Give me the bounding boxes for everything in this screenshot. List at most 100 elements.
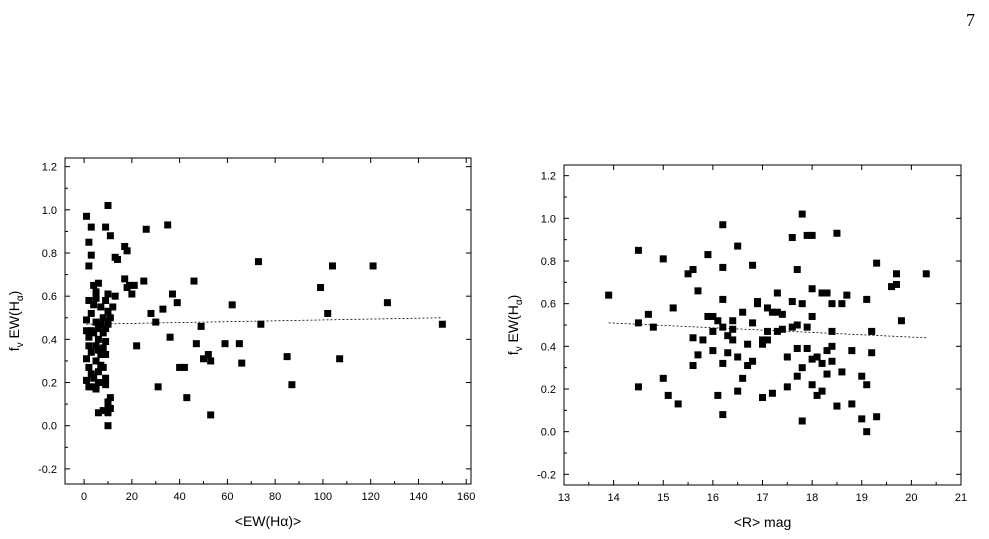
data-point (714, 317, 722, 325)
data-point (773, 289, 781, 297)
data-point (328, 262, 336, 270)
data-point (793, 321, 801, 329)
data-point (336, 355, 344, 363)
data-point (154, 383, 162, 391)
data-point (719, 411, 727, 419)
data-point (92, 385, 100, 393)
data-point (759, 336, 766, 344)
data-point (130, 281, 138, 289)
data-point (833, 402, 841, 410)
data-point (823, 289, 831, 297)
x-tick-label: 120 (362, 491, 380, 503)
data-point (768, 308, 776, 316)
data-point (783, 353, 791, 361)
data-point (159, 305, 167, 313)
data-point (803, 323, 811, 331)
data-point (763, 304, 771, 312)
data-point (87, 223, 95, 231)
data-point (111, 292, 119, 300)
data-point (719, 263, 727, 271)
data-point (724, 349, 732, 357)
data-point (868, 327, 876, 335)
data-point (823, 370, 831, 378)
data-point (798, 210, 806, 218)
data-point (749, 319, 757, 327)
data-point (744, 362, 752, 370)
data-point (168, 290, 176, 298)
data-point (858, 372, 866, 380)
data-point (674, 400, 682, 408)
data-point (634, 246, 642, 254)
data-point (634, 383, 642, 391)
y-axis-label-part: v (15, 342, 26, 347)
data-point (922, 270, 930, 278)
scatter-chart-ew-halpha: 0 20 40 60 80 100 120 140 160 -0.2 0.0 0.2 0.4 0.6 0.8… (6, 157, 475, 529)
data-point (873, 259, 881, 267)
data-point (102, 338, 110, 346)
data-point (694, 351, 702, 359)
data-point (659, 374, 667, 382)
data-point (838, 368, 846, 376)
data-point (689, 334, 697, 342)
data-point (734, 242, 742, 250)
data-point (808, 285, 816, 293)
y-tick-label: 1.2 (541, 171, 556, 183)
data-point (823, 347, 831, 355)
data-point (863, 295, 871, 303)
data-point (90, 281, 98, 289)
data-point (140, 277, 148, 285)
data-point (858, 415, 866, 423)
y-tick-label: -0.2 (38, 464, 57, 476)
data-point (828, 327, 836, 335)
data-point (813, 391, 821, 399)
data-point (104, 201, 112, 209)
page-number: 7 (966, 10, 975, 30)
data-point (102, 325, 110, 333)
data-point (200, 355, 208, 363)
data-point (783, 383, 791, 391)
data-point (739, 308, 747, 316)
data-point (798, 300, 806, 308)
x-tick-label: 13 (558, 492, 570, 504)
y-tick-label: 0.8 (541, 256, 556, 268)
data-point (133, 342, 141, 350)
data-point (778, 325, 786, 333)
data-point (833, 229, 841, 237)
x-tick-label: 60 (221, 491, 233, 503)
data-point (207, 411, 215, 419)
data-point (121, 243, 129, 251)
data-point (183, 394, 191, 402)
data-point (92, 342, 100, 350)
data-point (121, 275, 129, 283)
data-point (763, 327, 771, 335)
data-point (207, 357, 215, 365)
data-point (106, 394, 114, 402)
data-point (644, 310, 652, 318)
data-point (843, 291, 851, 299)
data-point (798, 417, 806, 425)
y-axis-label-part: f (505, 351, 521, 355)
data-point (82, 212, 90, 220)
data-point (813, 353, 821, 361)
data-point (892, 280, 900, 288)
data-point (664, 391, 672, 399)
data-point (863, 428, 871, 436)
data-point (90, 301, 98, 309)
data-point (87, 370, 95, 378)
data-point (92, 318, 100, 326)
data-point (204, 350, 212, 358)
data-point (818, 387, 826, 395)
data-point (106, 404, 114, 412)
data-point (192, 340, 200, 348)
data-point (808, 381, 816, 389)
data-point (99, 407, 107, 415)
y-tick-label: 0.6 (541, 299, 556, 311)
data-point (125, 281, 133, 289)
data-point (104, 422, 112, 430)
x-tick-label: 100 (314, 491, 332, 503)
data-point (719, 359, 727, 367)
data-point (714, 391, 722, 399)
scatter-chart-r-mag: 13 14 15 16 17 18 19 20 21 -0.2 0.0 0.2 0.4 0.6 0.8 1.0… (505, 164, 967, 530)
data-point (773, 308, 781, 316)
data-point (788, 234, 796, 242)
